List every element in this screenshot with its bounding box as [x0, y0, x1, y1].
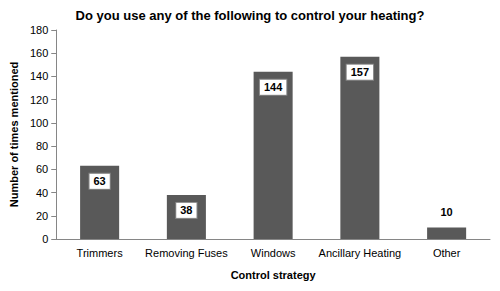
svg-text:144: 144 — [264, 81, 283, 93]
svg-text:0: 0 — [42, 233, 48, 245]
svg-text:157: 157 — [351, 66, 369, 78]
svg-text:Number of times mentioned: Number of times mentioned — [8, 62, 20, 207]
svg-text:20: 20 — [36, 210, 48, 222]
svg-text:Other: Other — [433, 247, 461, 259]
svg-text:Trimmers: Trimmers — [77, 247, 124, 259]
svg-text:Ancillary Heating: Ancillary Heating — [319, 247, 402, 259]
svg-text:40: 40 — [36, 187, 48, 199]
svg-text:Removing Fuses: Removing Fuses — [145, 247, 228, 259]
svg-text:120: 120 — [30, 94, 48, 106]
svg-text:Do you use any of the followin: Do you use any of the following to contr… — [76, 8, 425, 23]
svg-text:38: 38 — [180, 204, 192, 216]
svg-text:100: 100 — [30, 117, 48, 129]
svg-text:60: 60 — [36, 163, 48, 175]
svg-text:140: 140 — [30, 70, 48, 82]
svg-text:80: 80 — [36, 140, 48, 152]
svg-text:180: 180 — [30, 24, 48, 36]
svg-text:Windows: Windows — [251, 247, 296, 259]
svg-text:160: 160 — [30, 47, 48, 59]
svg-text:Control strategy: Control strategy — [231, 269, 317, 281]
svg-text:10: 10 — [441, 206, 453, 218]
svg-text:63: 63 — [94, 175, 106, 187]
